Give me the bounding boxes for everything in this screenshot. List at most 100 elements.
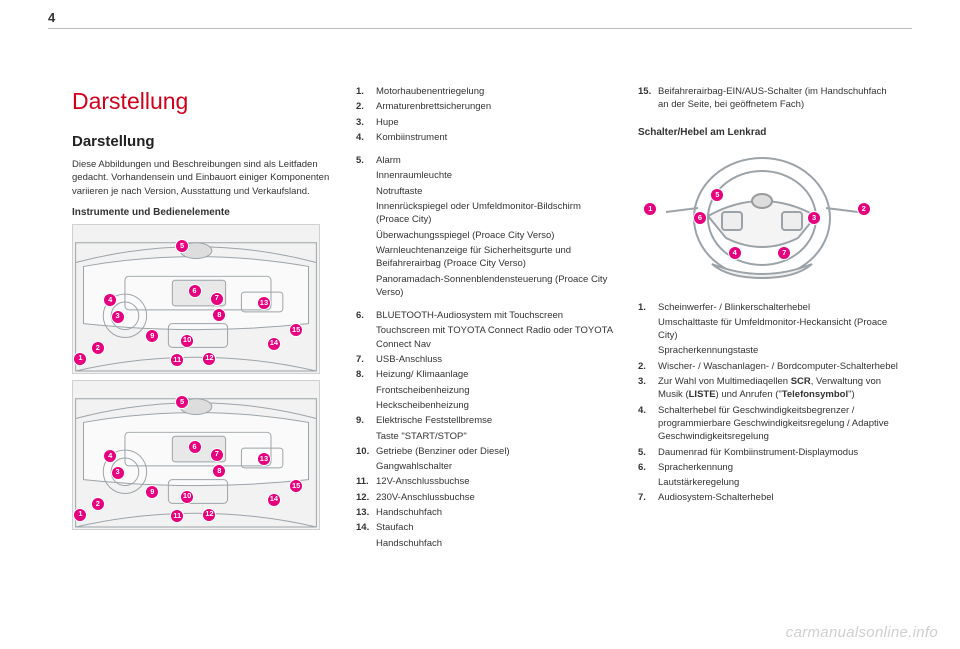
list-col3-top: 15.Beifahrerairbag-EIN/AUS-Schalter (im …: [638, 85, 898, 112]
list-subitem: Innenrückspiegel oder Umfeldmonitor-Bild…: [356, 200, 614, 227]
list-text: Alarm: [376, 154, 614, 167]
list-text: Staufach: [376, 521, 614, 534]
list-subitem: Spracherkennungstaste: [638, 344, 898, 357]
list-item: 5.Alarm: [356, 154, 614, 167]
list-text: Wischer- / Waschanlagen- / Bordcomputer-…: [658, 360, 898, 373]
list-text: Zur Wahl von Multimediaqellen SCR, Verwa…: [658, 375, 898, 402]
list-number: 2.: [638, 360, 658, 373]
list-item: 2.Wischer- / Waschanlagen- / Bordcompute…: [638, 360, 898, 373]
list-number: 3.: [638, 375, 658, 402]
list-subitem: Lautstärkeregelung: [638, 476, 898, 489]
section-label-instruments: Instrumente und Bedienelemente: [72, 206, 332, 220]
list-text: Scheinwerfer- / Blinkerschalterhebel: [658, 301, 898, 314]
list-item: 4.Schalterhebel für Geschwindigkeitsbegr…: [638, 404, 898, 444]
list-item: 13.Handschuhfach: [356, 506, 614, 519]
list-item: 6.Spracherkennung: [638, 461, 898, 474]
page-subtitle: Darstellung: [72, 131, 332, 152]
list-number: 1.: [356, 85, 376, 98]
callout-pin: 6: [693, 211, 707, 225]
list-item: 15.Beifahrerairbag-EIN/AUS-Schalter (im …: [638, 85, 898, 112]
list-item: 9.Elektrische Feststellbremse: [356, 414, 614, 427]
list-instruments-a: 1.Motorhaubenentriegelung2.Armaturenbret…: [356, 85, 614, 144]
list-text: 12V-Anschlussbuchse: [376, 475, 614, 488]
list-item: 1.Scheinwerfer- / Blinkerschalterhebel: [638, 301, 898, 314]
list-number: 3.: [356, 116, 376, 129]
list-text: Motorhaubenentriegelung: [376, 85, 614, 98]
list-subitem: Touchscreen mit TOYOTA Connect Radio ode…: [356, 324, 614, 351]
list-subitem: Notruftaste: [356, 185, 614, 198]
list-subitem: Innenraumleuchte: [356, 169, 614, 182]
list-subitem: Heckscheibenheizung: [356, 399, 614, 412]
intro-text: Diese Abbildungen und Beschreibungen sin…: [72, 158, 332, 198]
section-label-steering: Schalter/Hebel am Lenkrad: [638, 126, 898, 140]
callout-pin: 2: [91, 497, 105, 511]
list-number: 6.: [356, 309, 376, 322]
callout-pin: 12: [202, 352, 216, 366]
column-3: 15.Beifahrerairbag-EIN/AUS-Schalter (im …: [638, 85, 898, 552]
list-number: 15.: [638, 85, 658, 112]
column-1: Darstellung Darstellung Diese Abbildunge…: [72, 85, 332, 552]
callout-pin: 10: [180, 334, 194, 348]
list-number: 4.: [638, 404, 658, 444]
list-number: 5.: [638, 446, 658, 459]
callout-pin: 3: [111, 466, 125, 480]
list-number: 5.: [356, 154, 376, 167]
list-subitem: Gangwahlschalter: [356, 460, 614, 473]
list-text: Daumenrad für Kombiinstrument-Displaymod…: [658, 446, 898, 459]
content-columns: Darstellung Darstellung Diese Abbildunge…: [72, 85, 898, 552]
callout-pin: 7: [210, 292, 224, 306]
list-item: 3.Hupe: [356, 116, 614, 129]
list-text: Heizung/ Klimaanlage: [376, 368, 614, 381]
column-2: 1.Motorhaubenentriegelung2.Armaturenbret…: [356, 85, 614, 552]
callout-pin: 13: [257, 296, 271, 310]
callout-pin: 4: [728, 246, 742, 260]
list-subitem: Warnleuchtenanzeige für Sicherheitsgurte…: [356, 244, 614, 271]
callout-pin: 6: [188, 284, 202, 298]
list-text: Audiosystem-Schalterhebel: [658, 491, 898, 504]
callout-pin: 1: [73, 352, 87, 366]
callout-pin: 1: [73, 508, 87, 522]
list-text: Handschuhfach: [376, 506, 614, 519]
list-subitem: Handschuhfach: [356, 537, 614, 550]
list-item: 7.USB-Anschluss: [356, 353, 614, 366]
list-number: 2.: [356, 100, 376, 113]
callout-pin: 6: [188, 440, 202, 454]
page-number: 4: [48, 10, 55, 25]
list-item: 3.Zur Wahl von Multimediaqellen SCR, Ver…: [638, 375, 898, 402]
callout-pin: 14: [267, 493, 281, 507]
list-text: BLUETOOTH-Audiosystem mit Touchscreen: [376, 309, 614, 322]
callout-pin: 13: [257, 452, 271, 466]
list-text: Schalterhebel für Geschwindigkeitsbegren…: [658, 404, 898, 444]
list-item: 4.Kombiinstrument: [356, 131, 614, 144]
list-instruments-c: 6.BLUETOOTH-Audiosystem mit Touchscreen T…: [356, 309, 614, 550]
dashboard-diagram-b: 123456789101112131415: [72, 380, 320, 530]
list-item: 10.Getriebe (Benziner oder Diesel): [356, 445, 614, 458]
callout-pin: 2: [91, 341, 105, 355]
list-number: 4.: [356, 131, 376, 144]
list-number: 14.: [356, 521, 376, 534]
list-subitem: Panoramadach-Sonnenblendensteuerung (Pro…: [356, 273, 614, 300]
callout-pin: 7: [210, 448, 224, 462]
list-item: 1.Motorhaubenentriegelung: [356, 85, 614, 98]
list-number: 7.: [356, 353, 376, 366]
list-subitem: Taste "START/STOP": [356, 430, 614, 443]
list-text: Getriebe (Benziner oder Diesel): [376, 445, 614, 458]
callout-pin: 3: [111, 310, 125, 324]
page-title: Darstellung: [72, 85, 332, 117]
list-steering: 1.Scheinwerfer- / Blinkerschalterhebel Um…: [638, 301, 898, 505]
callout-pin: 10: [180, 490, 194, 504]
list-text: Kombiinstrument: [376, 131, 614, 144]
dashboard-diagram-a: 123456789101112131415: [72, 224, 320, 374]
list-number: 6.: [638, 461, 658, 474]
watermark: carmanualsonline.info: [786, 624, 938, 641]
list-text: Beifahrerairbag-EIN/AUS-Schalter (im Han…: [658, 85, 898, 112]
list-number: 7.: [638, 491, 658, 504]
list-item: 11.12V-Anschlussbuchse: [356, 475, 614, 488]
list-number: 8.: [356, 368, 376, 381]
list-text: Spracherkennung: [658, 461, 898, 474]
list-item: 7.Audiosystem-Schalterhebel: [638, 491, 898, 504]
list-subitem: Umschalttaste für Umfeldmonitor-Heckansi…: [638, 316, 898, 343]
list-text: Armaturenbrettsicherungen: [376, 100, 614, 113]
list-subitem: Frontscheibenheizung: [356, 384, 614, 397]
callout-pin: 12: [202, 508, 216, 522]
